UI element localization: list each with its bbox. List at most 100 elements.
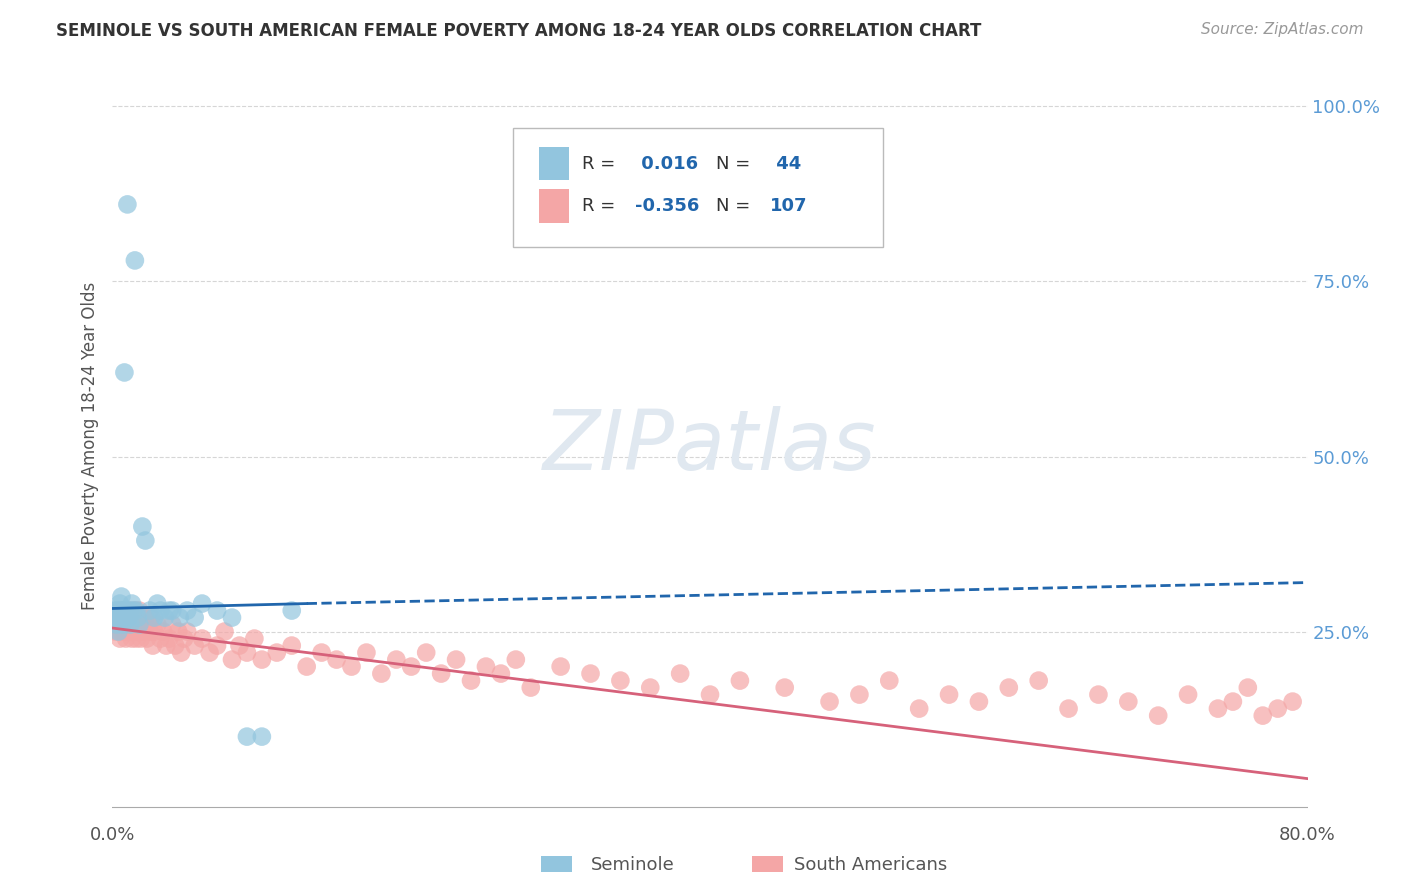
Point: [117, 610, 139, 624]
Point: [146, 617, 169, 632]
Point: [152, 624, 174, 639]
Point: [131, 617, 153, 632]
Point: [118, 603, 141, 617]
Point: [340, 659, 363, 673]
Point: [107, 617, 129, 632]
Point: [128, 603, 150, 617]
Point: [773, 681, 796, 695]
Point: [120, 624, 142, 639]
Point: [818, 695, 841, 709]
Point: [121, 597, 143, 611]
Point: [250, 730, 273, 744]
Point: [221, 610, 243, 624]
Point: [444, 652, 467, 666]
FancyBboxPatch shape: [513, 128, 883, 247]
Point: [489, 666, 512, 681]
Point: [138, 617, 160, 632]
Point: [699, 688, 721, 702]
Point: [173, 632, 195, 646]
Point: [311, 646, 333, 660]
Point: [142, 639, 165, 653]
Point: [111, 617, 134, 632]
Point: [162, 603, 183, 617]
Point: [191, 597, 214, 611]
Point: [325, 652, 347, 666]
Point: [117, 624, 139, 639]
Point: [114, 603, 135, 617]
Point: [114, 624, 135, 639]
Point: [110, 590, 132, 604]
Point: [135, 632, 157, 646]
Text: -0.356: -0.356: [634, 197, 699, 215]
Point: [356, 646, 378, 660]
Point: [669, 666, 692, 681]
Point: [134, 610, 156, 624]
Point: [281, 639, 304, 653]
Text: R =: R =: [582, 154, 621, 172]
Point: [167, 624, 190, 639]
Point: [848, 688, 870, 702]
Point: [114, 366, 135, 380]
Point: [124, 603, 146, 617]
Point: [236, 646, 259, 660]
Point: [550, 659, 572, 673]
Point: [143, 624, 166, 639]
Text: N =: N =: [716, 154, 756, 172]
Point: [132, 624, 155, 639]
Text: N =: N =: [716, 197, 756, 215]
Point: [281, 603, 304, 617]
Point: [125, 610, 148, 624]
Point: [205, 639, 228, 653]
Text: Seminole: Seminole: [591, 856, 675, 874]
Point: [221, 652, 243, 666]
Point: [111, 617, 134, 632]
Point: [127, 624, 149, 639]
Point: [1147, 708, 1170, 723]
Point: [115, 617, 138, 632]
Point: [1087, 688, 1109, 702]
Point: [475, 659, 498, 673]
Point: [118, 610, 141, 624]
Point: [131, 519, 153, 533]
Point: [266, 646, 288, 660]
Point: [1057, 701, 1080, 715]
Point: [728, 673, 751, 688]
Point: [124, 253, 146, 268]
Point: [108, 597, 131, 611]
Point: [228, 639, 250, 653]
Point: [460, 673, 482, 688]
Point: [104, 624, 127, 639]
Point: [121, 617, 143, 632]
Point: [908, 701, 931, 715]
Text: R =: R =: [582, 197, 621, 215]
Point: [115, 632, 138, 646]
Point: [128, 617, 150, 632]
Point: [120, 603, 142, 617]
Point: [385, 652, 408, 666]
Point: [115, 610, 138, 624]
Text: ZIPatlas: ZIPatlas: [543, 406, 877, 486]
Point: [122, 610, 145, 624]
FancyBboxPatch shape: [538, 146, 569, 180]
Point: [122, 603, 145, 617]
Point: [103, 603, 125, 617]
Y-axis label: Female Poverty Among 18-24 Year Olds: Female Poverty Among 18-24 Year Olds: [80, 282, 98, 610]
Point: [243, 632, 266, 646]
Point: [579, 666, 602, 681]
Point: [104, 610, 127, 624]
Text: SEMINOLE VS SOUTH AMERICAN FEMALE POVERTY AMONG 18-24 YEAR OLDS CORRELATION CHAR: SEMINOLE VS SOUTH AMERICAN FEMALE POVERT…: [56, 22, 981, 40]
Point: [214, 624, 236, 639]
Point: [117, 603, 139, 617]
Point: [105, 610, 128, 624]
Point: [155, 639, 177, 653]
Point: [169, 610, 191, 624]
Point: [295, 659, 318, 673]
Point: [114, 610, 135, 624]
Point: [110, 610, 132, 624]
Point: [998, 681, 1021, 695]
Point: [149, 603, 172, 617]
Point: [120, 610, 142, 624]
Point: [640, 681, 662, 695]
Point: [157, 632, 180, 646]
Point: [609, 673, 631, 688]
